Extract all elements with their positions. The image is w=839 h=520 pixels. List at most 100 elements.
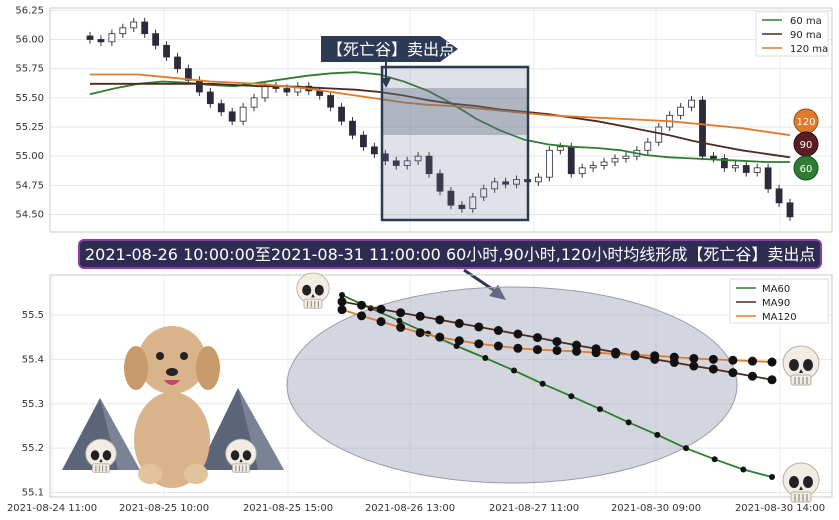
bottom-point-ma60 (396, 317, 403, 324)
bottom-point-ma120 (669, 352, 679, 362)
bottom-y-tick-label: 55.3 (22, 399, 44, 410)
bottom-point-ma90 (474, 322, 484, 332)
bottom-point-ma120 (396, 322, 406, 332)
candle-body (502, 181, 510, 185)
candle-body (86, 35, 94, 40)
candle-body (622, 155, 630, 159)
candle-body (261, 85, 269, 99)
candle-body (228, 111, 236, 122)
candle-body (480, 188, 488, 198)
candle-body (360, 134, 367, 148)
candle-body (327, 95, 335, 108)
candle-body (108, 33, 116, 43)
candle-body (97, 39, 105, 43)
candle-body (731, 165, 739, 169)
legend-ma120: MA120 (762, 312, 797, 323)
bottom-point-ma90 (396, 308, 406, 318)
bottom-point-ma120 (337, 305, 347, 315)
bottom-ma-lines (337, 291, 777, 481)
bottom-point-ma120 (591, 348, 601, 358)
legend-120ma: 120 ma (790, 44, 828, 55)
svg-text:90: 90 (800, 140, 813, 151)
top-y-tick-label: 55.75 (15, 64, 44, 75)
badge-60: 60 (793, 155, 819, 181)
bottom-point-ma120 (454, 336, 464, 346)
bottom-chart-y-ticks: 55.5 55.4 55.3 55.2 55.1 (22, 310, 44, 499)
top-chart-y-ticks: 56.25 56.00 55.75 55.50 55.25 55.00 54.75 54.50 (15, 5, 44, 220)
candle-body (513, 179, 520, 185)
svg-text:60: 60 (800, 164, 813, 175)
candle-body (742, 165, 750, 173)
banner-text: 2021-08-26 10:00:00至2021-08-31 11:00:00 … (85, 245, 815, 264)
bottom-chart-frame (49, 274, 833, 498)
skull-icon (225, 438, 257, 473)
bottom-point-ma90 (376, 304, 386, 314)
top-chart-frame (49, 7, 833, 233)
bottom-point-ma60 (511, 367, 517, 374)
legend-ma90: MA90 (762, 298, 790, 309)
candle-body (720, 158, 728, 169)
candle-body (710, 155, 717, 159)
bottom-x-tick-label: 2021-08-30 09:00 (611, 503, 701, 514)
bottom-point-ma90 (532, 333, 542, 343)
bottom-point-ma120 (611, 349, 621, 359)
bottom-point-ma90 (513, 329, 523, 339)
bottom-point-ma60 (482, 355, 489, 362)
bottom-point-ma120 (689, 353, 699, 363)
signal-arrow-head (381, 78, 391, 88)
candle-body (556, 146, 564, 151)
bottom-x-tick-label: 2021-08-25 10:00 (119, 503, 209, 514)
candle-body (578, 167, 586, 175)
bottom-point-ma60 (740, 466, 747, 473)
dog-illustration (124, 326, 220, 488)
bottom-point-ma60 (654, 431, 661, 438)
top-ma-line-90-ma (90, 82, 791, 159)
bottom-point-ma120 (630, 350, 640, 360)
candle-body (699, 99, 706, 157)
bottom-point-ma120 (435, 332, 445, 342)
skull-icons (85, 272, 820, 503)
bottom-point-ma120 (747, 356, 757, 366)
candle-body (338, 106, 345, 122)
top-y-tick-label: 55.50 (15, 93, 44, 104)
mountain-illustration (62, 388, 284, 470)
candle-body (535, 176, 542, 183)
bottom-point-ma120 (650, 351, 660, 361)
candle-body (250, 97, 258, 108)
bottom-y-tick-label: 55.1 (22, 488, 44, 499)
bottom-point-ma60 (568, 393, 575, 400)
bottom-line-ma60 (341, 294, 773, 478)
bottom-point-ma60 (597, 406, 603, 413)
top-legend: 60 ma 90 ma 120 ma (755, 11, 829, 57)
candle-body (141, 21, 149, 35)
candle-body (545, 149, 553, 178)
bottom-x-tick-label: 2021-08-30 14:00 (735, 503, 825, 514)
bottom-point-ma60 (539, 380, 546, 387)
bottom-x-tick-label: 2021-08-26 13:00 (365, 503, 455, 514)
top-ma-line-120-ma (90, 73, 791, 137)
bottom-point-ma120 (728, 355, 738, 365)
skull-icon (85, 438, 117, 473)
candle-body (163, 44, 170, 58)
candle-body (655, 126, 663, 143)
signal-window-box (380, 65, 530, 222)
top-y-tick-label: 56.25 (15, 5, 44, 16)
bottom-point-ma60 (625, 419, 632, 426)
candle-body (458, 204, 466, 210)
bottom-point-ma120 (415, 328, 425, 338)
bottom-point-ma90 (493, 326, 503, 335)
bottom-x-tick-label: 2021-08-24 11:00 (7, 503, 97, 514)
banner-arrow-head (489, 285, 506, 300)
top-y-tick-label: 55.00 (15, 151, 44, 162)
bottom-point-ma90 (728, 368, 738, 378)
candle-body (349, 120, 356, 136)
bottom-y-tick-label: 55.2 (22, 443, 44, 454)
bottom-point-ma90 (337, 297, 347, 307)
bottom-chart-x-ticks: 2021-08-24 11:00 2021-08-25 10:00 2021-08-… (7, 503, 825, 514)
signal-label-shape (321, 36, 458, 62)
bottom-point-ma60 (769, 474, 775, 481)
candle-body (786, 202, 794, 218)
candle-body (600, 161, 608, 166)
top-y-tick-label: 55.25 (15, 122, 44, 133)
legend-60ma: 60 ma (790, 16, 822, 27)
